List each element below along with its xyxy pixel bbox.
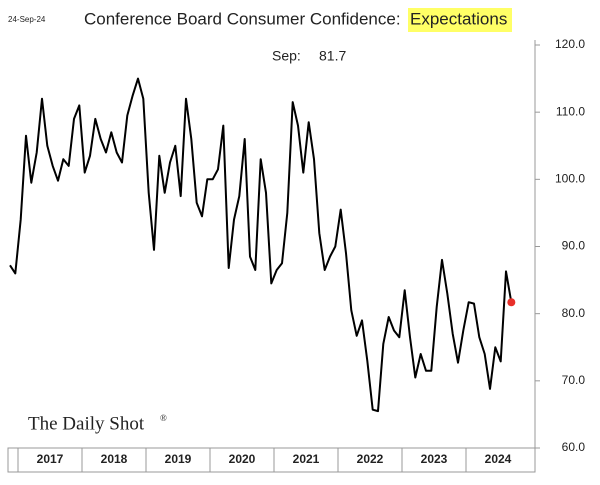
x-tick-label: 2022 — [357, 452, 384, 466]
annotation: Sep: — [272, 48, 301, 64]
x-tick-label: 2018 — [101, 452, 128, 466]
x-tick-label: 2021 — [293, 452, 320, 466]
date: 24-Sep-24 — [8, 15, 46, 24]
y-tick-label: 70.0 — [562, 373, 586, 387]
chart-title: Conference Board Consumer Confidence: — [84, 9, 401, 28]
x-tick-label: 2024 — [485, 452, 512, 466]
title-highlight-bg — [408, 8, 512, 32]
watermark-mark: ® — [160, 413, 167, 423]
y-tick-label: 80.0 — [562, 306, 586, 320]
x-tick-label: 2019 — [165, 452, 192, 466]
y-tick-label: 120.0 — [555, 37, 585, 51]
x-axis-box — [7, 447, 536, 473]
y-tick-label: 100.0 — [555, 172, 585, 186]
watermark: The Daily Shot — [28, 413, 145, 434]
last-point — [507, 298, 516, 307]
annotation-value: 81.7 — [319, 48, 346, 64]
y-tick-label: 110.0 — [556, 104, 585, 118]
series-line — [9, 77, 513, 413]
x-tick-label: 2020 — [229, 452, 256, 466]
x-tick-label: 2017 — [37, 452, 64, 466]
chart-title-highlight: Expectations — [410, 9, 507, 28]
y-tick-label: 90.0 — [562, 239, 586, 253]
x-tick-label: 2023 — [421, 452, 448, 466]
y-tick-label: 60.0 — [562, 440, 586, 454]
